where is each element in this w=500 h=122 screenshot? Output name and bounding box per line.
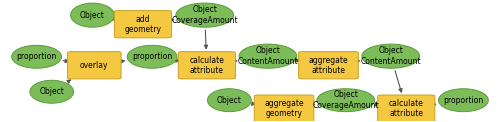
Text: calculate
attribute: calculate attribute	[389, 99, 424, 118]
Text: proportion: proportion	[444, 96, 484, 105]
Ellipse shape	[176, 3, 234, 27]
Text: Object: Object	[40, 87, 64, 96]
Text: add
geometry: add geometry	[124, 15, 162, 34]
Ellipse shape	[70, 3, 115, 27]
FancyBboxPatch shape	[68, 52, 121, 79]
FancyBboxPatch shape	[178, 52, 236, 79]
Text: Object
ContentAmount: Object ContentAmount	[360, 46, 421, 66]
Ellipse shape	[438, 89, 488, 112]
Text: Object
CoverageAmount: Object CoverageAmount	[172, 5, 238, 25]
Ellipse shape	[30, 80, 74, 103]
Ellipse shape	[12, 45, 62, 68]
FancyBboxPatch shape	[254, 95, 314, 122]
Text: overlay: overlay	[80, 61, 108, 70]
Ellipse shape	[317, 89, 374, 112]
Text: calculate
attribute: calculate attribute	[190, 56, 224, 75]
Ellipse shape	[208, 89, 251, 112]
Text: aggregate
geometry: aggregate geometry	[264, 99, 304, 118]
Ellipse shape	[362, 44, 420, 68]
Text: Object: Object	[217, 96, 242, 105]
Ellipse shape	[239, 44, 297, 68]
Text: proportion: proportion	[132, 52, 172, 61]
Text: Object
ContentAmount: Object ContentAmount	[238, 46, 298, 66]
Text: proportion: proportion	[16, 52, 56, 61]
Text: Object
CoverageAmount: Object CoverageAmount	[312, 91, 379, 110]
FancyBboxPatch shape	[298, 52, 358, 79]
Text: aggregate
attribute: aggregate attribute	[308, 56, 348, 75]
Text: Object: Object	[80, 11, 105, 20]
Ellipse shape	[127, 45, 177, 68]
FancyBboxPatch shape	[378, 95, 435, 122]
FancyBboxPatch shape	[114, 11, 172, 38]
